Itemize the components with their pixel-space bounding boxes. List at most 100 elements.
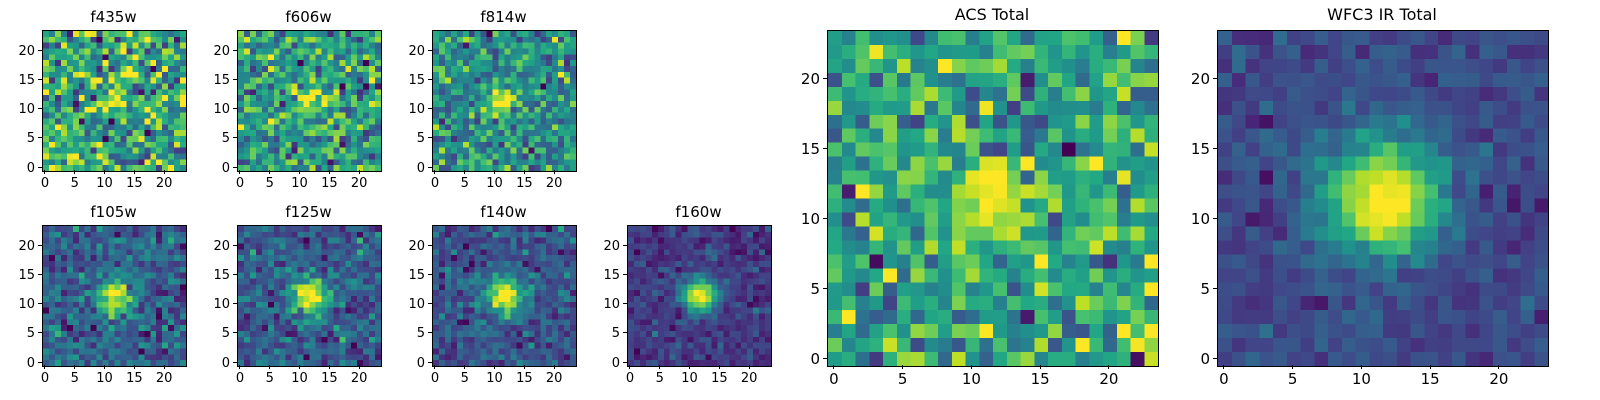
- y-tick-label: 10: [18, 102, 35, 118]
- plot-area: [42, 30, 187, 172]
- x-tick-mark: [523, 365, 525, 369]
- y-tick-mark: [233, 303, 237, 305]
- y-tick-label: 5: [416, 131, 425, 147]
- x-tick-mark: [328, 170, 330, 174]
- y-tick-mark: [233, 166, 237, 168]
- y-tick-label: 10: [603, 297, 620, 313]
- plot-area: [432, 225, 577, 367]
- y-tick-mark: [823, 148, 827, 150]
- x-tick-mark: [74, 365, 76, 369]
- x-tick-label: 5: [897, 370, 908, 388]
- x-tick-mark: [133, 170, 135, 174]
- x-tick-label: 0: [235, 176, 245, 191]
- y-tick-mark: [428, 166, 432, 168]
- x-tick-mark: [269, 365, 271, 369]
- y-tick-mark: [1213, 148, 1217, 150]
- x-tick-label: 20: [1489, 370, 1509, 388]
- x-tick-label: 0: [430, 371, 440, 386]
- x-tick-label: 15: [516, 176, 533, 191]
- x-tick-label: 5: [460, 176, 469, 191]
- y-tick-label: 0: [810, 349, 820, 368]
- heatmap-f606w: [238, 31, 381, 171]
- panel-title: f140w: [480, 203, 527, 221]
- x-tick-label: 15: [126, 371, 143, 386]
- x-tick-label: 20: [350, 371, 368, 386]
- y-tick-label: 0: [221, 160, 230, 176]
- y-tick-label: 5: [416, 326, 425, 342]
- x-tick-label: 10: [1351, 370, 1371, 388]
- x-tick-mark: [269, 170, 271, 174]
- y-tick-label: 5: [810, 279, 820, 298]
- panel-f125w: f125w 0 5 10 15 20 0 5 10 15 20: [213, 203, 382, 385]
- x-tick-label: 0: [430, 176, 440, 191]
- x-tick-mark: [1498, 365, 1500, 369]
- y-tick-label: 20: [18, 238, 35, 254]
- x-tick-label: 5: [70, 371, 79, 386]
- x-tick-mark: [299, 365, 301, 369]
- x-tick-label: 15: [516, 371, 533, 386]
- y-tick-mark: [623, 361, 627, 363]
- y-tick-mark: [233, 49, 237, 51]
- panel-f105w: f105w 0 5 10 15 20 0 5 10 15 20: [18, 203, 187, 385]
- y-tick-mark: [823, 217, 827, 219]
- panel-f606w: f606w 0 5 10 15 20 0 5 10 15 20: [213, 8, 382, 190]
- x-tick-mark: [970, 365, 972, 369]
- y-tick-label: 10: [408, 297, 425, 313]
- y-tick-mark: [233, 361, 237, 363]
- panel-title: f105w: [90, 203, 137, 221]
- y-tick-mark: [428, 49, 432, 51]
- x-tick-mark: [104, 365, 106, 369]
- heatmap-f105w: [43, 226, 186, 366]
- y-tick-label: 15: [408, 73, 425, 89]
- x-tick-mark: [902, 365, 904, 369]
- x-tick-label: 15: [321, 371, 338, 386]
- x-tick-mark: [434, 170, 436, 174]
- x-tick-label: 5: [70, 176, 79, 191]
- y-tick-mark: [623, 303, 627, 305]
- y-tick-label: 15: [18, 268, 35, 284]
- panel-acs-total: ACS Total 0 5 10 15 20 0 5 10 15 20: [801, 5, 1159, 387]
- panel-f160w: f160w 0 5 10 15 20 0 5 10 15 20: [603, 203, 772, 385]
- y-tick-label: 20: [213, 238, 230, 254]
- y-tick-label: 10: [800, 209, 820, 228]
- y-tick-mark: [1213, 287, 1217, 289]
- y-tick-mark: [38, 332, 42, 334]
- x-tick-label: 20: [350, 176, 368, 191]
- x-tick-label: 20: [1099, 370, 1119, 388]
- y-tick-label: 10: [18, 297, 35, 313]
- x-tick-mark: [358, 365, 360, 369]
- y-tick-label: 0: [611, 355, 620, 371]
- y-tick-mark: [233, 274, 237, 276]
- y-tick-mark: [233, 108, 237, 110]
- x-tick-mark: [629, 365, 631, 369]
- heatmap-f160w: [628, 226, 771, 366]
- x-tick-label: 15: [711, 371, 728, 386]
- y-tick-label: 20: [18, 43, 35, 59]
- plot-area: [237, 225, 382, 367]
- x-tick-mark: [1223, 365, 1225, 369]
- y-tick-mark: [428, 108, 432, 110]
- y-tick-mark: [428, 137, 432, 139]
- x-tick-label: 10: [486, 371, 503, 386]
- y-tick-mark: [38, 244, 42, 246]
- x-tick-mark: [239, 170, 241, 174]
- x-tick-label: 15: [321, 176, 338, 191]
- y-tick-mark: [823, 78, 827, 80]
- x-tick-mark: [358, 170, 360, 174]
- y-tick-label: 20: [213, 43, 230, 59]
- y-tick-label: 10: [1190, 209, 1210, 228]
- x-tick-label: 0: [1219, 370, 1229, 388]
- heatmap-f125w: [238, 226, 381, 366]
- y-tick-mark: [428, 79, 432, 81]
- x-tick-mark: [299, 170, 301, 174]
- x-tick-mark: [44, 170, 46, 174]
- y-tick-mark: [1213, 78, 1217, 80]
- y-tick-mark: [233, 332, 237, 334]
- y-tick-label: 20: [408, 238, 425, 254]
- y-tick-label: 5: [26, 131, 35, 147]
- y-tick-label: 0: [416, 160, 425, 176]
- y-tick-label: 5: [221, 131, 230, 147]
- x-tick-mark: [748, 365, 750, 369]
- x-tick-label: 10: [681, 371, 698, 386]
- x-tick-mark: [464, 170, 466, 174]
